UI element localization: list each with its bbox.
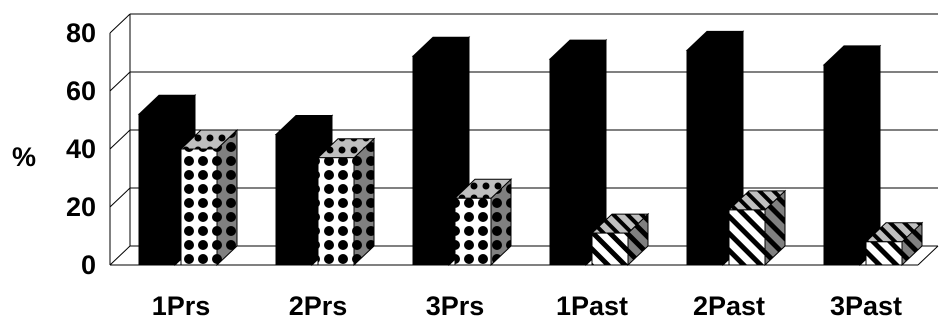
x-tick-label: 3Past: [830, 291, 902, 321]
bar-front: [275, 134, 313, 266]
gridline-connector: [109, 129, 131, 150]
bar-front: [686, 49, 724, 266]
bar-front: [591, 232, 629, 266]
x-tick-label: 1Past: [556, 291, 628, 321]
gridline-connector: [109, 187, 131, 208]
bar-side: [216, 128, 238, 267]
bar-series1-1Past: [548, 38, 608, 267]
bar-series2-3Past: [864, 221, 924, 267]
y-tick-label: 80: [66, 18, 96, 48]
bar-side: [353, 137, 375, 267]
y-tick-label: 0: [81, 250, 96, 280]
bar-series2-1Past: [590, 212, 650, 267]
bar-front: [865, 241, 903, 266]
bar-front: [180, 148, 218, 266]
y-tick-label: 20: [66, 192, 96, 222]
bar-series2-3Prs: [453, 178, 513, 267]
bar-front: [138, 113, 176, 266]
bar-series1-2Past: [685, 30, 745, 267]
axis-labels: 0 20 40 60 80% 1Prs 2Prs 3Prs 1Past 2Past 3Past: [12, 18, 902, 321]
gridline-connector: [109, 13, 131, 34]
axes: [109, 14, 939, 266]
bar-front: [454, 197, 492, 266]
bar-series1-3Past: [822, 44, 882, 267]
floor-right-edge: [917, 245, 939, 266]
bar-front: [823, 64, 861, 266]
bars: [137, 30, 924, 267]
gridlines: [109, 13, 938, 266]
bar-series2-2Prs: [316, 137, 376, 267]
bar-front: [412, 55, 450, 266]
gridline-connector: [109, 71, 131, 92]
bar-front: [317, 157, 355, 266]
x-tick-label: 3Prs: [426, 291, 485, 321]
y-tick-label: 60: [66, 76, 96, 106]
x-tick-label: 2Prs: [289, 291, 348, 321]
y-tick-label: 40: [66, 134, 96, 164]
bar-front: [549, 58, 587, 266]
x-tick-label: 1Prs: [152, 291, 211, 321]
x-tick-label: 2Past: [693, 291, 765, 321]
bar-front: [728, 209, 766, 266]
gridline-connector: [109, 245, 131, 266]
bar-series2-1Prs: [179, 128, 239, 267]
y-axis-label: %: [12, 142, 36, 172]
bar-series2-2Past: [727, 189, 787, 267]
